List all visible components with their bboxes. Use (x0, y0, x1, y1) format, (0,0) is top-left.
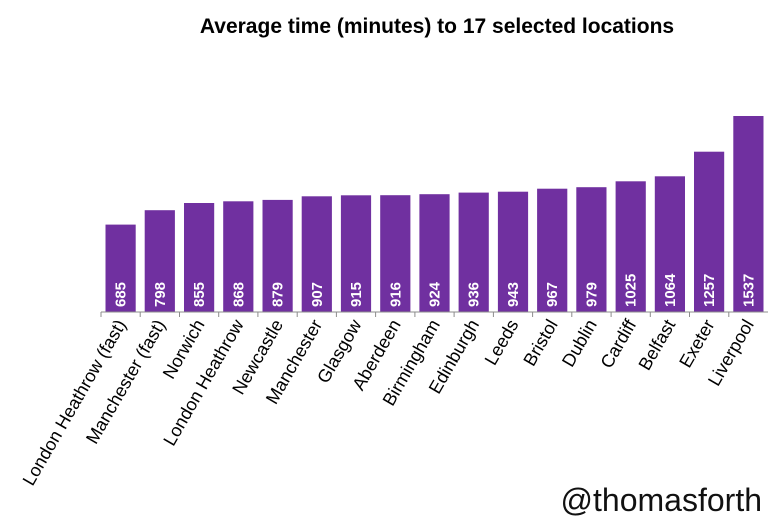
bar (419, 194, 450, 312)
x-tick-label: Bristol (519, 316, 561, 369)
bar (576, 187, 607, 312)
bar-value-label: 943 (505, 282, 522, 307)
x-tick-label: Belfast (635, 316, 680, 374)
x-tick-label: Leeds (481, 316, 523, 368)
bar (537, 188, 568, 312)
bar-value-label: 907 (309, 282, 326, 307)
bar-value-label: 924 (427, 281, 444, 307)
bars-group: 685 798 855 868 879 907 915 916 924 936 943 967 979 1… (105, 116, 764, 312)
bar (380, 195, 411, 312)
bar (301, 196, 332, 312)
bar (733, 116, 764, 312)
bar-value-label: 868 (230, 282, 247, 307)
bar-value-label: 879 (270, 282, 287, 307)
bar-value-label: 685 (113, 282, 130, 307)
bar-value-label: 915 (348, 282, 365, 307)
bar-value-label: 1064 (662, 273, 679, 307)
bar (458, 192, 489, 312)
bar-value-label: 855 (191, 282, 208, 307)
bar (497, 191, 529, 312)
bar (184, 203, 215, 312)
bar-value-label: 798 (152, 282, 169, 307)
bar (654, 176, 685, 312)
bar-value-label: 967 (544, 282, 561, 307)
bar (615, 181, 646, 312)
bar (262, 199, 293, 312)
bar (105, 224, 136, 312)
bar (144, 210, 175, 312)
bar-value-label: 979 (583, 282, 600, 307)
x-tick-label: Dublin (558, 316, 601, 370)
x-tick-labels: London Heathrow (fast)Manchester (fast)N… (19, 312, 758, 489)
bar (223, 201, 254, 312)
bar (340, 195, 372, 312)
bar-value-label: 1537 (740, 274, 757, 307)
bar-value-label: 936 (466, 282, 483, 307)
bar (694, 151, 725, 312)
bar-value-label: 1025 (623, 274, 640, 307)
chart-title: Average time (minutes) to 17 selected lo… (200, 15, 674, 38)
bar-value-label: 1257 (701, 274, 718, 307)
x-tick-label: Exeter (675, 316, 718, 371)
bar-value-label: 916 (387, 282, 404, 307)
credit-label: @thomasforth (561, 482, 762, 518)
